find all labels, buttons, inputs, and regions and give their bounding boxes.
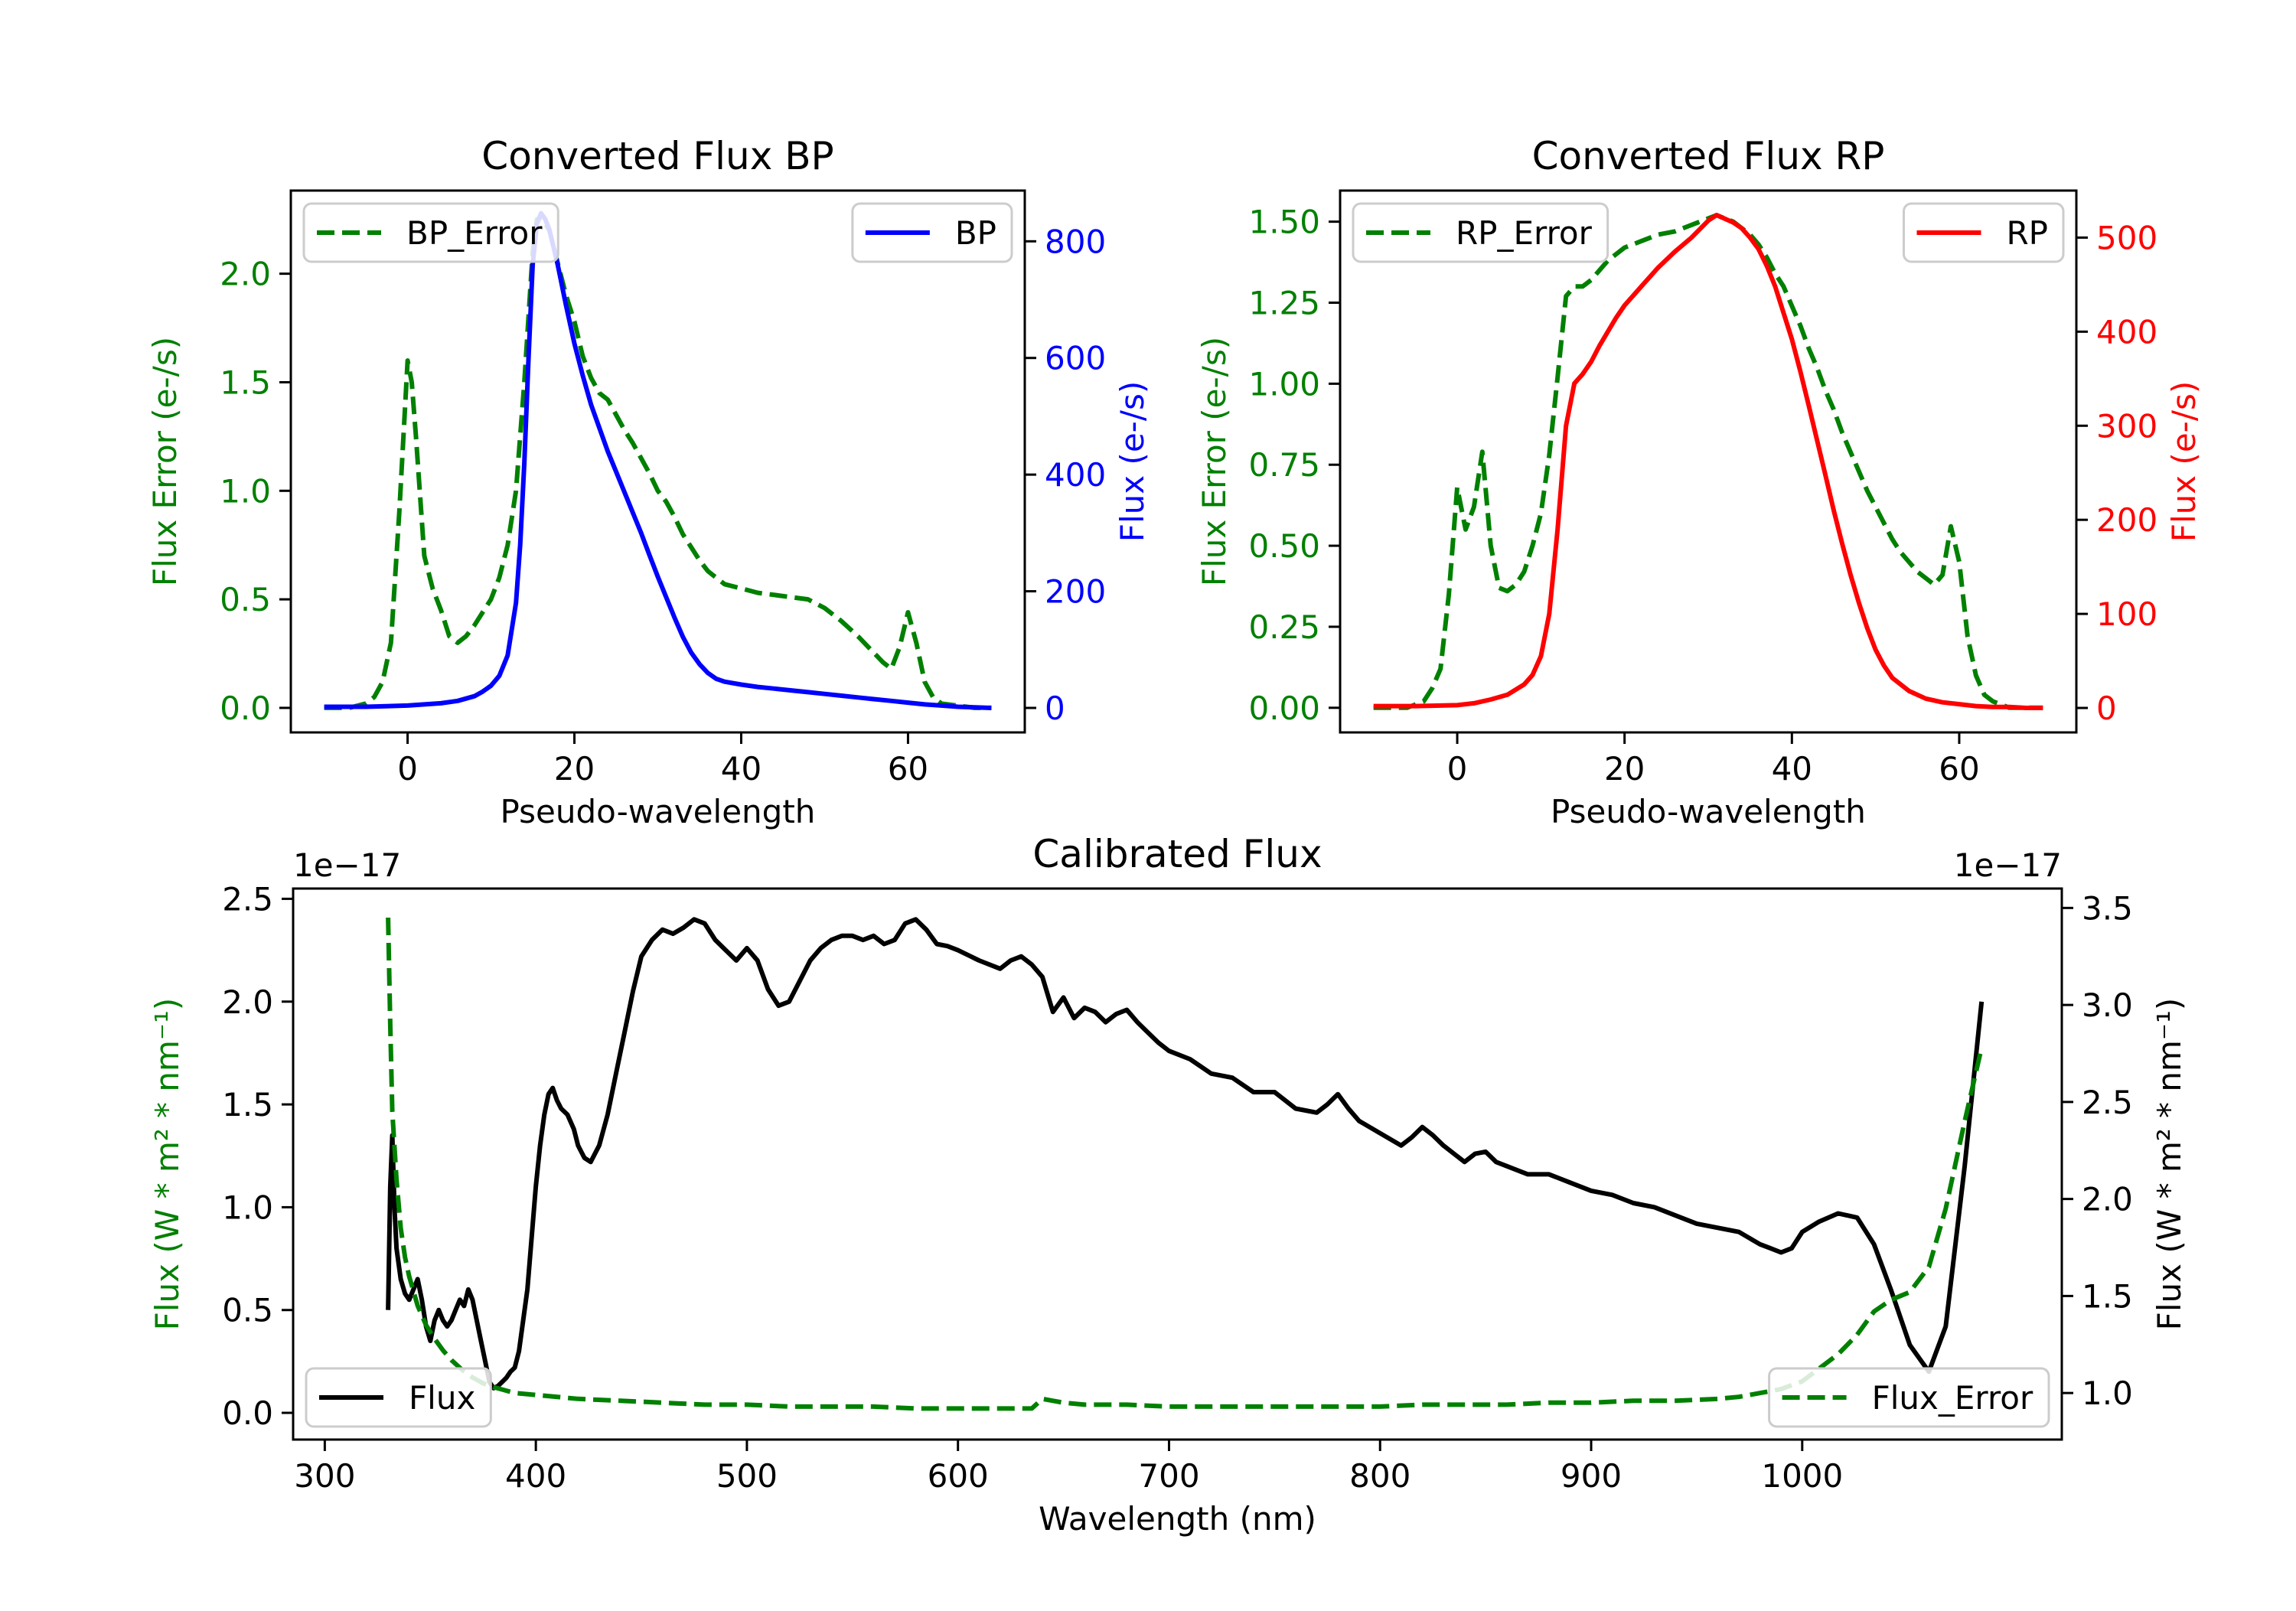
bp-ylabel-left: Flux Error (e-/s): [146, 337, 184, 586]
calibrated-xtick-label: 800: [1349, 1457, 1411, 1495]
calibrated-ytick-right-label: 2.5: [2082, 1084, 2133, 1121]
bp-bp-line: [324, 210, 992, 710]
calibrated-xtick-label: 600: [928, 1457, 989, 1495]
bp-ylabel-right: Flux (e-/s): [1114, 381, 1151, 542]
calibrated-title: Calibrated Flux: [1032, 832, 1322, 876]
rp-ytick-right-label: 0: [2096, 690, 2117, 727]
bp-ytick-right-label: 600: [1045, 340, 1106, 377]
bp-legend-label: BP_Error: [406, 214, 543, 252]
bp-ytick-right-label: 400: [1045, 456, 1106, 494]
rp-ytick-left-label: 0.75: [1248, 446, 1320, 484]
rp-ytick-left-label: 0.25: [1248, 608, 1320, 646]
rp-ylabel-right: Flux (e-/s): [2165, 381, 2203, 542]
bp-ytick-right-label: 0: [1045, 690, 1065, 727]
calibrated-legend-frame: [305, 1367, 492, 1428]
bp-xtick-label: 0: [397, 750, 418, 788]
chart-bp: 0 20 40 60 0.0 0.5 1.0 1.5 2.0 0 200 400 600 800 Conve…: [146, 134, 1151, 830]
rp-ytick-left-label: 0.00: [1248, 690, 1320, 727]
calibrated-legend-label: Flux: [409, 1379, 475, 1417]
bp-legend-bp: BP: [851, 202, 1013, 263]
rp-ytick-left-label: 1.50: [1248, 204, 1320, 241]
rp-ytick-left-label: 1.25: [1248, 285, 1320, 322]
calibrated-legend-flux_error: Flux_Error: [1768, 1367, 2050, 1428]
bp-xtick-label: 40: [721, 750, 762, 788]
bp-legend-label: BP: [955, 214, 996, 252]
calibrated-xlabel: Wavelength (nm): [1039, 1500, 1316, 1538]
calibrated-xtick-label: 400: [505, 1457, 566, 1495]
bp-ytick-left-label: 0.5: [220, 581, 271, 618]
calibrated-ytick-right-label: 2.0: [2082, 1181, 2133, 1218]
calibrated-xtick-label: 300: [294, 1457, 355, 1495]
calibrated-ytick-right-label: 3.0: [2082, 986, 2133, 1024]
calibrated-flux-line: [386, 917, 1985, 1391]
rp-title: Converted Flux RP: [1532, 134, 1885, 178]
calibrated-ytick-left-label: 1.5: [222, 1086, 273, 1123]
calibrated-legend-label: Flux_Error: [1872, 1379, 2033, 1417]
bp-legend-bp_error: BP_Error: [302, 202, 559, 263]
calibrated-xtick-label: 700: [1138, 1457, 1199, 1495]
rp-legend-label: RP: [2006, 214, 2048, 252]
calibrated-offset-right: 1e−17: [1954, 846, 2062, 884]
calibrated-ylabel-left: Flux (W * m² * nm⁻¹): [148, 998, 186, 1331]
rp-xtick-label: 20: [1604, 750, 1645, 788]
chart-calibrated: 300 400 500 600 700 800 900 1000 0.0 0.5 1.0 1.5 2.0…: [148, 832, 2188, 1538]
rp-ytick-right-label: 100: [2096, 595, 2157, 633]
rp-axes-frame: [1339, 189, 2078, 734]
rp-legend-rp: RP: [1902, 202, 2065, 263]
calibrated-ytick-left-label: 0.0: [222, 1394, 273, 1432]
calibrated-legend-flux: Flux: [305, 1367, 492, 1428]
rp-ytick-right-label: 500: [2096, 219, 2157, 256]
rp-rp_error-line: [1373, 213, 2043, 710]
rp-ytick-right-label: 300: [2096, 407, 2157, 445]
rp-ytick-right-label: 200: [2096, 501, 2157, 539]
calibrated-xtick-label: 1000: [1761, 1457, 1843, 1495]
calibrated-ytick-left-label: 2.0: [222, 983, 273, 1021]
rp-xlabel: Pseudo-wavelength: [1551, 793, 1866, 830]
rp-ytick-right-label: 400: [2096, 313, 2157, 351]
rp-xtick-label: 40: [1772, 750, 1812, 788]
bp-ytick-left-label: 1.5: [220, 364, 271, 401]
calibrated-ylabel-right: Flux (W * m² * nm⁻¹): [2151, 998, 2188, 1331]
bp-bp_error-line: [324, 214, 992, 710]
bp-ytick-left-label: 2.0: [220, 256, 271, 293]
calibrated-ytick-right-label: 1.0: [2082, 1375, 2133, 1412]
calibrated-ytick-left-label: 0.5: [222, 1292, 273, 1329]
rp-rp-line: [1373, 213, 2043, 710]
rp-xtick-label: 60: [1939, 750, 1979, 788]
bp-xlabel: Pseudo-wavelength: [501, 793, 816, 830]
bp-ytick-right-label: 200: [1045, 573, 1106, 611]
calibrated-offset-left: 1e−17: [293, 846, 401, 884]
bp-axes-frame: [289, 189, 1026, 734]
rp-legend-frame: [1902, 202, 2065, 263]
rp-ytick-left-label: 1.00: [1248, 365, 1320, 403]
bp-ytick-left-label: 0.0: [220, 690, 271, 727]
calibrated-xtick-label: 500: [716, 1457, 778, 1495]
calibrated-ytick-right-label: 1.5: [2082, 1277, 2133, 1315]
calibrated-ytick-left-label: 2.5: [222, 880, 273, 918]
calibrated-legend-frame: [1768, 1367, 2050, 1428]
rp-ylabel-left: Flux Error (e-/s): [1195, 337, 1233, 586]
bp-xtick-label: 20: [554, 750, 595, 788]
bp-ytick-left-label: 1.0: [220, 472, 271, 510]
calibrated-flux_error-line: [386, 917, 1985, 1411]
rp-xtick-label: 0: [1447, 750, 1468, 788]
bp-title: Converted Flux BP: [481, 134, 833, 178]
bp-legend-frame: [302, 202, 559, 263]
rp-legend-frame: [1352, 202, 1609, 263]
bp-ytick-right-label: 800: [1045, 223, 1106, 260]
rp-legend-label: RP_Error: [1456, 214, 1593, 252]
calibrated-ytick-right-label: 3.5: [2082, 889, 2133, 927]
calibrated-axes-frame: [292, 887, 2063, 1441]
rp-legend-rp_error: RP_Error: [1352, 202, 1609, 263]
calibrated-xtick-label: 900: [1561, 1457, 1622, 1495]
calibrated-ytick-left-label: 1.0: [222, 1189, 273, 1226]
chart-rp: 0 20 40 60 0.00 0.25 0.50 0.75 1.00 1.25 1.50 0 100 2…: [1195, 134, 2203, 830]
bp-xtick-label: 60: [888, 750, 928, 788]
bp-legend-frame: [851, 202, 1013, 263]
rp-ytick-left-label: 0.50: [1248, 527, 1320, 565]
